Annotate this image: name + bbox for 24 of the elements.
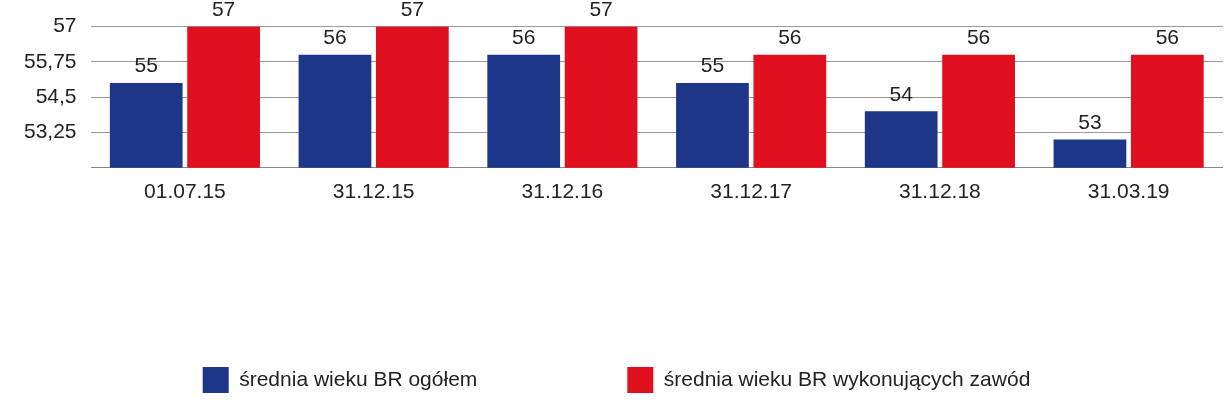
y-tick-label: 54,5 bbox=[35, 84, 77, 107]
data-label: 53 bbox=[1078, 109, 1102, 133]
data-label: 56 bbox=[778, 25, 802, 49]
data-label: 57 bbox=[589, 0, 613, 20]
y-tick-label: 53,25 bbox=[23, 119, 77, 143]
data-label: 56 bbox=[1155, 25, 1179, 49]
data-label: 57 bbox=[400, 0, 425, 20]
x-tick-label: 31.12.17 bbox=[710, 179, 793, 203]
x-tick-label: 31.12.16 bbox=[521, 179, 604, 203]
data-label: 57 bbox=[211, 0, 236, 20]
data-label: 56 bbox=[966, 25, 991, 49]
data-label: 55 bbox=[700, 53, 725, 77]
y-tick-label: 57 bbox=[53, 13, 77, 37]
data-label: 56 bbox=[512, 25, 536, 49]
legend-label: średnia wieku BR ogółem bbox=[239, 366, 478, 390]
data-label: 55 bbox=[134, 53, 158, 77]
x-tick-label: 31.12.15 bbox=[332, 179, 415, 203]
x-tick-label: 31.12.18 bbox=[899, 179, 981, 203]
x-tick-label: 31.03.19 bbox=[1087, 179, 1170, 203]
legend-label: średnia wieku BR wykonujących zawód bbox=[663, 366, 1031, 390]
data-label: 56 bbox=[323, 25, 347, 49]
data-label: 54 bbox=[889, 81, 914, 105]
x-tick-label: 01.07.15 bbox=[144, 179, 226, 203]
y-tick-label: 55,75 bbox=[23, 48, 77, 72]
